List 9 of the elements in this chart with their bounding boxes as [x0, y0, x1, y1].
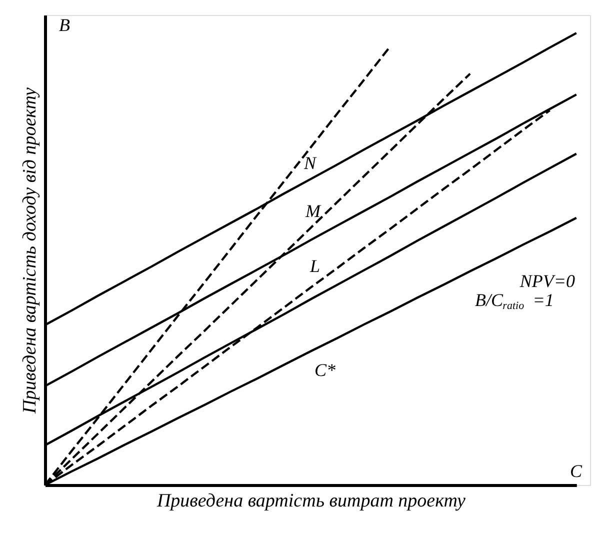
y-axis-title: Приведена вартість доходу від проекту — [20, 86, 40, 414]
annotation: L — [308, 256, 320, 276]
annotation: NPV=0 — [518, 271, 575, 291]
annotation: B — [59, 15, 70, 35]
annotation: C* — [314, 360, 336, 380]
annotation: N — [302, 153, 317, 173]
annotation: C — [570, 461, 583, 481]
x-axis-title: Приведена вартість витрат проекту — [156, 490, 466, 512]
annotation: M — [304, 201, 322, 221]
